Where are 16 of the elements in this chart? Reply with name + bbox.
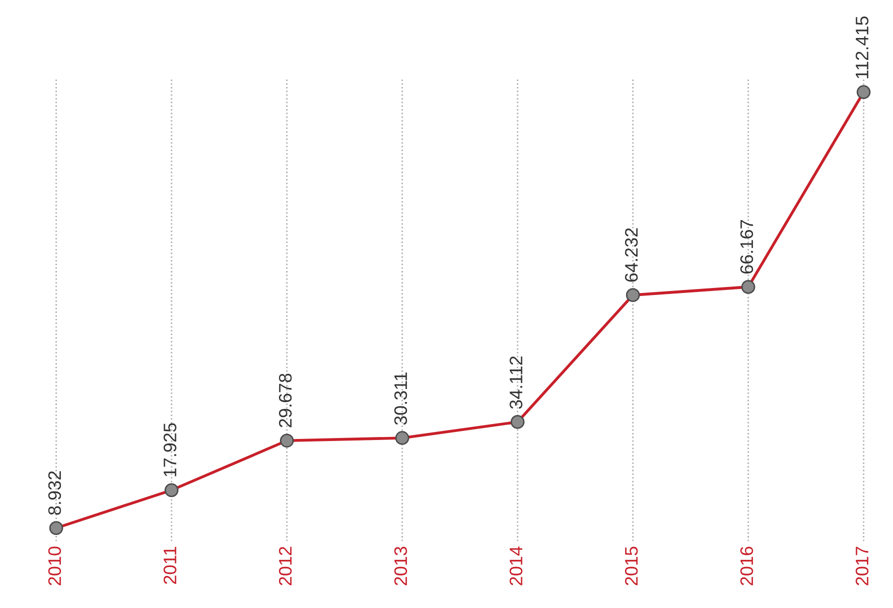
data-label: 34.112 xyxy=(510,356,522,409)
x-tick-label: 2011 xyxy=(164,546,176,584)
x-tick-label: 2010 xyxy=(48,546,62,586)
x-tick-label: 2013 xyxy=(394,546,408,586)
x-tick-label: 2014 xyxy=(510,546,522,586)
data-label: 112.415 xyxy=(856,16,868,78)
x-tick-label: 2017 xyxy=(856,546,868,586)
data-label: 17.925 xyxy=(164,423,176,476)
data-label: 8.932 xyxy=(48,471,62,515)
data-label: 66.167 xyxy=(740,220,754,274)
data-label: 29.678 xyxy=(278,374,292,428)
x-tick-label: 2012 xyxy=(278,546,292,586)
x-tick-label: 2016 xyxy=(740,546,754,586)
data-label: 64.232 xyxy=(624,228,638,282)
x-tick-label: 2015 xyxy=(624,546,638,586)
data-label: 30.311 xyxy=(394,372,408,425)
